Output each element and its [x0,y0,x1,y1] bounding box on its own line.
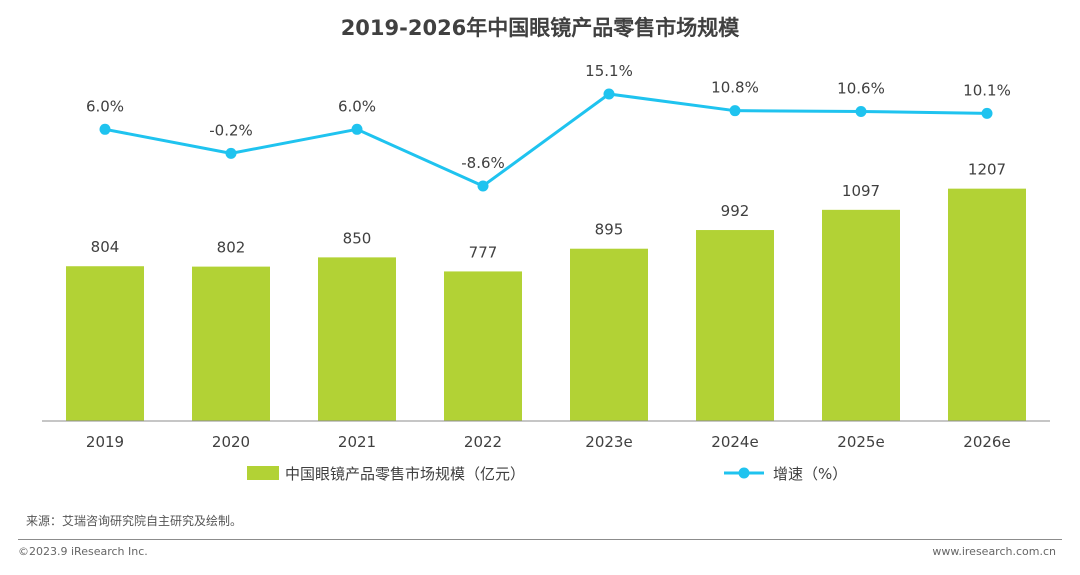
rate-point-2025e [855,105,867,117]
rate-label-2026e: 10.1% [963,81,1011,99]
legend-line-marker [738,467,750,479]
x-tick-2019: 2019 [86,433,124,451]
website: www.iresearch.com.cn [932,545,1056,558]
x-tick-2026e: 2026e [963,433,1010,451]
rate-label-2023e: 15.1% [585,62,633,80]
x-tick-2022: 2022 [464,433,502,451]
chart: 2019-2026年中国眼镜产品零售市场规模 804 802 850 777 895 99… [42,16,1050,483]
bar-label-2025e: 1097 [842,182,880,200]
chart-title: 2019-2026年中国眼镜产品零售市场规模 [341,16,741,40]
x-tick-labels: 2019 2020 2021 2022 2023e 2024e 2025e 2026e [86,433,1011,451]
rate-label-2019: 6.0% [86,97,124,115]
bar-label-2023e: 895 [595,221,624,239]
copyright: ©2023.9 iResearch Inc. [18,545,148,558]
x-tick-2025e: 2025e [837,433,884,451]
rate-series: 6.0% -0.2% 6.0% -8.6% 15.1% 10.8% 10.6% 10.1% [86,62,1011,192]
bar-label-2024e: 992 [721,202,750,220]
footer-divider [18,539,1062,540]
rate-line [104,92,988,188]
legend-bar-label: 中国眼镜产品零售市场规模（亿元） [285,465,525,483]
rate-point-2021 [351,123,363,135]
bar-2025e [822,209,900,421]
bar-2024e [696,230,774,421]
source-note: 来源：艾瑞咨询研究院自主研究及绘制。 [26,514,243,528]
rate-point-2022 [477,180,489,192]
bar-label-2021: 850 [343,229,372,247]
bar-2023e [570,248,648,421]
legend-line-label: 增速（%） [773,465,847,483]
rate-point-2019 [99,123,111,135]
bar-label-2020: 802 [217,239,246,257]
x-tick-2020: 2020 [212,433,250,451]
bar-2019 [66,266,144,421]
rate-label-2024e: 10.8% [711,79,759,97]
bar-2026e [948,188,1026,421]
x-tick-2021: 2021 [338,433,376,451]
bar-series: 804 802 850 777 895 992 1097 1207 [66,161,1026,421]
bar-2022 [444,271,522,421]
rate-point-2024e [729,105,741,117]
bar-label-2022: 777 [469,243,498,261]
rate-label-2025e: 10.6% [837,79,885,97]
rate-label-2020: -0.2% [209,121,253,139]
x-tick-2023e: 2023e [585,433,632,451]
rate-label-2021: 6.0% [338,97,376,115]
bar-label-2026e: 1207 [968,161,1006,179]
x-tick-2024e: 2024e [711,433,758,451]
legend-bar-swatch [247,466,279,480]
rate-point-2020 [225,147,237,159]
legend: 中国眼镜产品零售市场规模（亿元） 增速（%） [247,465,847,483]
rate-point-2023e [603,88,615,100]
rate-label-2022: -8.6% [461,154,505,172]
bar-label-2019: 804 [91,238,120,256]
bar-2021 [318,257,396,421]
rate-point-2026e [981,107,993,119]
bar-2020 [192,266,270,421]
